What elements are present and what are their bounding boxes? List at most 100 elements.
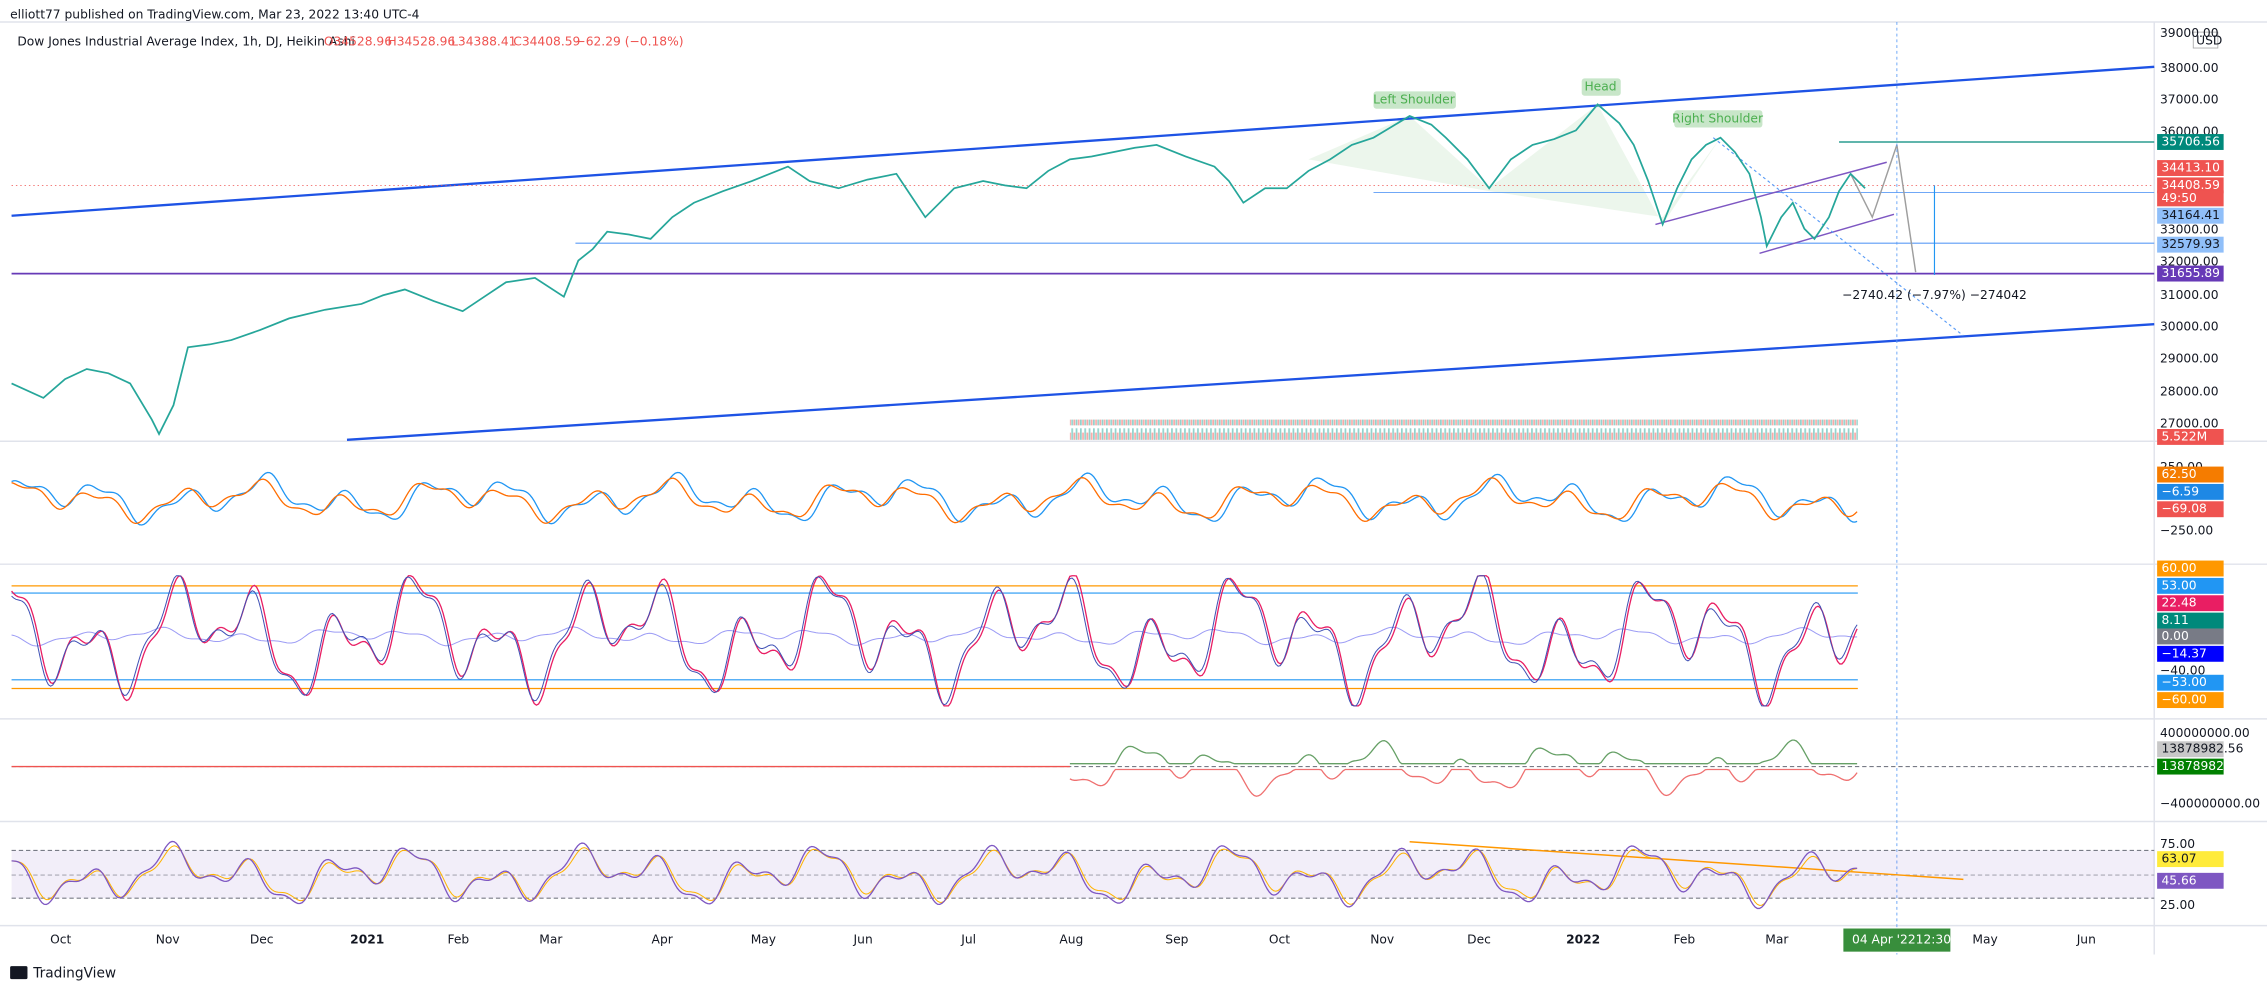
price-axis-label: 30000.00 xyxy=(2160,320,2219,334)
oscillator-line xyxy=(11,477,1858,525)
price-badge xyxy=(2157,595,2224,612)
pane-borders xyxy=(0,21,2267,955)
price-axis-label: 37000.00 xyxy=(2160,93,2219,107)
hs-area xyxy=(1308,104,1721,225)
price-badge-label: 22.48 xyxy=(2161,596,2196,610)
right-shoulder: Right Shoulder xyxy=(1672,111,1764,125)
cursor-date: 04 Apr '22 xyxy=(1852,933,1916,947)
high: H34528.96 xyxy=(387,35,455,49)
price-badge-label: 53.00 xyxy=(2161,578,2196,592)
time-axis-label: Oct xyxy=(1269,933,1290,947)
label-bg xyxy=(1373,91,1456,109)
left-shoulder: Left Shoulder xyxy=(1373,93,1456,107)
time-axis-label: May xyxy=(751,933,776,947)
price-axis-label: 39000.00 xyxy=(2160,26,2219,40)
time-axis-label: Nov xyxy=(1370,933,1394,947)
time-axis-label: Aug xyxy=(1059,933,1083,947)
open: O34528.96 xyxy=(324,35,392,49)
time-axis-label: May xyxy=(1972,933,1997,947)
price-badge xyxy=(2157,741,2224,758)
volume xyxy=(1069,419,1858,440)
price-axis-label: 31000.00 xyxy=(2160,288,2219,302)
price-badge xyxy=(2157,612,2224,629)
cursor-box xyxy=(1843,928,1951,952)
price-series xyxy=(11,103,1866,436)
price-badge-label: 34408.59 xyxy=(2161,178,2220,192)
oscillator-line xyxy=(1069,739,1858,765)
price-badge xyxy=(2157,160,2224,176)
price-badge xyxy=(2157,692,2224,709)
currency: USD xyxy=(2196,33,2222,47)
price-badge-label: 13878982.56 xyxy=(2161,742,2243,756)
low: L34388.41 xyxy=(451,35,516,49)
oscillators xyxy=(11,471,1858,910)
neckline xyxy=(1712,137,1964,337)
price-badge xyxy=(2157,645,2224,662)
time-axis-label: Jun xyxy=(2076,933,2096,947)
price-badge-label: 63.07 xyxy=(2161,852,2196,866)
price-badge-label: −14.37 xyxy=(2161,646,2206,660)
price-badge-label: 60.00 xyxy=(2161,561,2196,575)
price-badge xyxy=(2157,577,2224,594)
time-axis-label: Nov xyxy=(156,933,180,947)
hs-labels: Left Shoulder Head Right Shoulder −2740.… xyxy=(1373,78,2027,302)
price-axis-label: 25.00 xyxy=(2160,898,2195,912)
price-badge xyxy=(2157,466,2224,483)
label-bg xyxy=(1581,78,1621,96)
price-badge-label: 49:50 xyxy=(2161,191,2196,205)
time-axis-label: Mar xyxy=(1765,933,1789,947)
channel xyxy=(1655,161,1887,226)
time-axis-label: 2022 xyxy=(1566,933,1600,947)
price-badge xyxy=(2157,265,2224,282)
price-axis-label: 33000.00 xyxy=(2160,223,2219,237)
channel xyxy=(1759,213,1895,255)
time-axis-label: Jul xyxy=(960,933,976,947)
price-badge xyxy=(2157,560,2224,577)
measure-label: −2740.42 (−7.97%) −274042 xyxy=(1842,288,2027,302)
cursor-time: 12:30 xyxy=(1916,933,1951,947)
price-badge xyxy=(2157,236,2224,253)
price-badge-label: 34164.41 xyxy=(2161,208,2220,222)
price-badge-label: 32579.93 xyxy=(2161,237,2220,251)
trend-lower xyxy=(346,323,2155,441)
time-axis-label: Feb xyxy=(447,933,469,947)
oscillator-line xyxy=(11,471,1858,526)
price-badge xyxy=(2157,501,2224,518)
price-badge-label: −53.00 xyxy=(2161,675,2206,689)
price-badge xyxy=(2157,758,2224,775)
price-badge-label: 34413.10 xyxy=(2161,161,2220,175)
price-badge-label: 35706.56 xyxy=(2161,135,2220,149)
oscillator-line xyxy=(11,845,1858,906)
legend: Dow Jones Industrial Average Index, 1h, … xyxy=(17,35,683,49)
change: −62.29 (−0.18%) xyxy=(575,35,683,49)
time-axis-label: Sep xyxy=(1165,933,1188,947)
price-badge xyxy=(2157,872,2224,889)
price-badge-label: 45.66 xyxy=(2161,873,2196,887)
price-badge-label: 0.00 xyxy=(2161,629,2188,643)
pane-levels xyxy=(11,585,2155,899)
price-badge-label: 8.11 xyxy=(2161,613,2188,627)
price-axis-label: 75.00 xyxy=(2160,837,2195,851)
time-axis-label: Oct xyxy=(50,933,71,947)
main-drawing xyxy=(11,22,2155,955)
projection xyxy=(1849,144,1917,273)
price-axis-label: 29000.00 xyxy=(2160,351,2219,365)
price-badge-label: −60.00 xyxy=(2161,693,2206,707)
price-badge xyxy=(2157,190,2224,207)
price-axis-label: 38000.00 xyxy=(2160,61,2219,75)
price-axis-label: −250.00 xyxy=(2160,523,2213,537)
currency-box xyxy=(2192,31,2219,49)
price-badge-label: 13878982.56 xyxy=(2161,759,2243,773)
price-badge-label: 5.522M xyxy=(2161,429,2207,443)
oscillator-line xyxy=(11,840,1858,910)
publisher: elliott77 published on TradingView.com, … xyxy=(10,7,420,21)
price-axis-label: 400000000.00 xyxy=(2160,726,2250,740)
price-axis-label: −40.00 xyxy=(2160,664,2205,678)
price-badge xyxy=(2157,628,2224,645)
label-bg xyxy=(1674,110,1763,128)
symbol: Dow Jones Industrial Average Index, 1h, … xyxy=(17,35,354,49)
price-axis-label: −400000000.00 xyxy=(2160,797,2260,811)
logo-mark xyxy=(10,966,28,980)
oscillator-line xyxy=(1069,768,1858,797)
